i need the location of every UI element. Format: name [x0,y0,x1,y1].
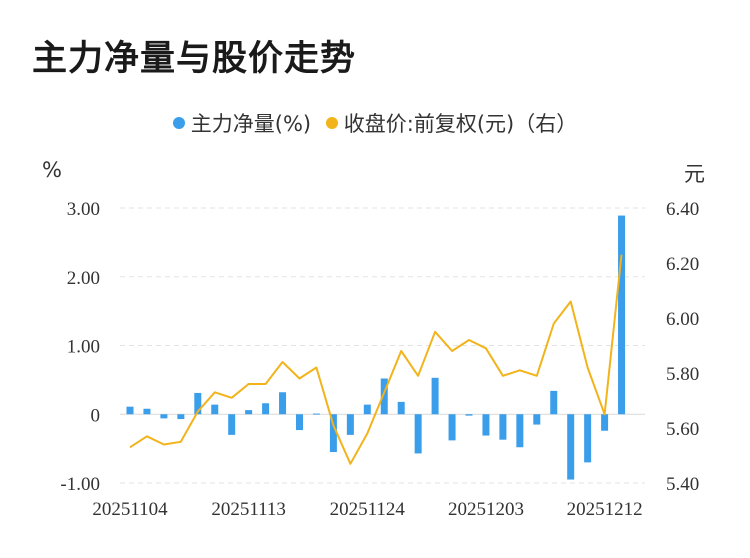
bar [380,378,388,415]
x-tick-label: 20251113 [211,499,286,520]
y-right-tick-label: 5.40 [666,474,699,495]
price-line [129,254,623,465]
bar [448,414,456,441]
bar [363,404,371,415]
chart-legend: 主力净量(%) 收盘价:前复权(元)（右） [0,108,750,138]
chart-title: 主力净量与股价走势 [32,39,357,79]
y-left-tick-label: 3.00 [67,199,100,220]
x-tick-label: 20251203 [448,499,524,520]
x-tick-label: 20251124 [330,499,406,520]
y-right-tick-label: 6.40 [666,199,699,220]
bar [329,414,337,453]
x-tick-label: 20251104 [92,499,168,520]
bar [346,414,354,435]
bar [567,414,575,480]
bar [296,414,303,431]
y-left-tick-label: 0 [91,405,101,426]
bar [312,413,320,415]
right-axis-unit: 元 [684,162,705,186]
bar [228,414,236,435]
bar [601,414,609,431]
bar [126,406,134,415]
x-tick-label: 20251212 [567,499,643,520]
legend-item-close-price[interactable]: 收盘价:前复权(元)（右） [325,108,578,138]
legend-dot-icon [172,117,185,129]
y-left-tick-label: 2.00 [67,268,100,289]
bar [584,414,592,463]
bar [516,414,524,448]
bar [550,390,558,415]
y-right-tick-label: 5.80 [666,364,699,385]
legend-label: 主力净量(%) [190,112,312,136]
bar [177,414,185,420]
left-axis-unit: % [42,158,62,182]
y-right-tick-label: 6.20 [666,254,699,275]
bar [618,215,626,415]
bar [533,414,541,425]
bar [194,392,202,415]
bar [465,414,473,416]
legend-dot-icon [325,117,338,129]
y-left-tick-label: 1.00 [67,337,100,358]
bar [211,404,219,415]
legend-item-main-net[interactable]: 主力净量(%) [172,108,312,138]
y-right-tick-label: 5.60 [666,419,699,440]
bar [397,401,405,415]
bar [482,414,490,436]
bar [143,408,151,415]
y-left-tick-label: -1.00 [60,474,100,495]
legend-label: 收盘价:前复权(元)（右） [343,112,578,136]
y-right-tick-label: 6.00 [666,309,699,330]
bar [279,392,287,415]
bar [414,414,422,454]
bar [431,377,439,415]
bar [499,414,507,440]
bar [262,403,270,415]
bar [245,410,253,415]
bar [160,414,168,419]
